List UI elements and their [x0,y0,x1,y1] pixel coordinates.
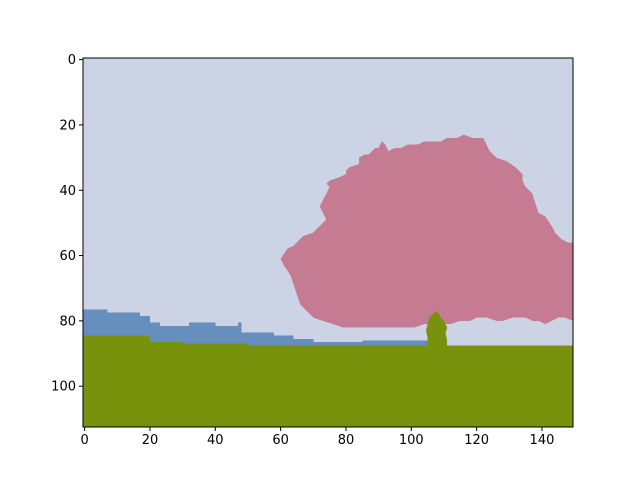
plot-frame [82,57,574,428]
x-tick-label: 140 [530,433,555,448]
axes: 0 20 40 60 80 100 120 140 0 20 40 60 80 100 [51,53,574,448]
plot-area [83,58,573,427]
region-ground [83,335,573,427]
y-tick-label: 100 [51,380,76,395]
image-regions [83,58,573,427]
x-tick-label: 20 [142,433,159,448]
x-tick-label: 100 [399,433,424,448]
y-tick-label: 20 [59,118,76,133]
x-tick-label: 40 [207,433,224,448]
y-tick-label: 40 [59,184,76,199]
x-tick-label: 120 [464,433,489,448]
x-tick-label: 0 [80,433,88,448]
x-tick-label: 60 [272,433,289,448]
region-hills [83,309,444,346]
region-tree-trunk [426,311,448,346]
x-tick-label: 80 [338,433,355,448]
region-tree-canopy [280,134,573,328]
y-tick-label: 60 [59,249,76,264]
y-tick-label: 0 [68,53,76,68]
y-tick-label: 80 [59,314,76,329]
